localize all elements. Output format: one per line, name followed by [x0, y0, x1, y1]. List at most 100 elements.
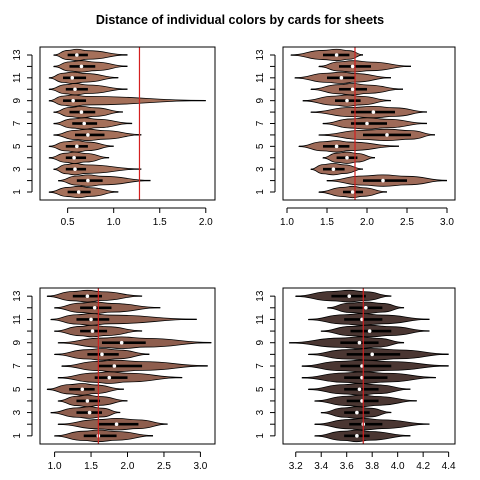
x-tick-label: 4.0	[391, 461, 405, 472]
violin-9	[48, 94, 206, 107]
x-tick-label: 3.0	[193, 461, 207, 472]
x-tick-label: 4.4	[442, 461, 456, 472]
y-tick-label: 3	[12, 409, 23, 415]
y-tick-label: 9	[255, 339, 266, 345]
violin-median-point	[350, 87, 355, 92]
x-tick-label: 1.5	[84, 461, 98, 472]
violin-median-point	[86, 133, 90, 137]
violin-median-point	[357, 340, 362, 345]
violin-8	[310, 105, 428, 119]
violin-9	[288, 336, 405, 349]
violin-8	[54, 348, 150, 361]
plot-frame	[39, 46, 216, 201]
violin-3	[50, 406, 121, 419]
violin-1	[314, 429, 411, 443]
violin-iqr-bar	[101, 341, 146, 345]
violin-7	[61, 359, 208, 373]
y-tick-label: 7	[255, 363, 266, 369]
y-tick-label: 5	[255, 386, 266, 392]
violin-median-point	[89, 317, 93, 322]
violin-median-point	[107, 375, 112, 380]
violin-13	[53, 48, 128, 62]
violin-body	[53, 48, 128, 62]
y-tick-label: 1	[255, 433, 266, 439]
violin-iqr-bar	[75, 133, 105, 137]
violin-median-point	[334, 144, 339, 149]
x-tick-label: 3.0	[440, 217, 454, 228]
y-tick-label: 1	[255, 189, 266, 195]
y-tick-label: 3	[255, 166, 266, 172]
y-tick-label: 1	[12, 433, 23, 439]
violin-body	[48, 94, 206, 107]
violin-median-point	[371, 110, 376, 114]
violin-median-point	[71, 98, 75, 103]
violin-median-point	[100, 352, 104, 357]
plot-frame	[282, 46, 456, 201]
violin-median-point	[350, 64, 355, 69]
violin-median-point	[385, 133, 389, 137]
violin-13	[295, 289, 392, 303]
violin-4	[314, 394, 417, 408]
violin-median-point	[112, 364, 117, 368]
violin-5	[308, 383, 411, 396]
violin-body	[48, 83, 128, 96]
violin-2	[58, 174, 151, 187]
y-tick-label: 3	[255, 409, 266, 415]
violin-12	[54, 301, 161, 315]
y-tick-label: 1	[12, 189, 23, 195]
violin-5	[48, 140, 114, 153]
violin-iqr-bar	[76, 318, 110, 321]
violin-1	[318, 185, 388, 199]
violin-4	[57, 394, 128, 408]
violin-10	[48, 83, 128, 96]
violin-median-point	[381, 178, 385, 183]
violin-iqr-bar	[76, 179, 103, 182]
violin-iqr-bar	[344, 376, 388, 379]
violin-median-point	[331, 167, 336, 171]
y-tick-label: 13	[12, 49, 23, 61]
violin-body	[58, 174, 151, 187]
plot-frame	[39, 287, 216, 445]
violin-iqr-bar	[363, 179, 407, 182]
violin-2	[57, 417, 168, 431]
violin-median-point	[350, 190, 355, 194]
y-tick-label: 7	[12, 363, 23, 369]
y-tick-label: 11	[255, 72, 266, 83]
violin-median-point	[345, 155, 349, 160]
violin-13	[46, 289, 143, 303]
violin-median-point	[70, 76, 75, 80]
violin-median-point	[339, 76, 344, 80]
x-tick-label: 0.5	[61, 217, 75, 228]
violin-median-point	[364, 305, 368, 310]
y-tick-label: 13	[12, 290, 23, 302]
violin-6	[318, 128, 436, 142]
violin-9	[57, 336, 212, 349]
x-tick-label: 1.0	[48, 461, 62, 472]
x-tick-label: 3.2	[289, 461, 303, 472]
violin-12	[327, 301, 405, 315]
violin-12	[53, 60, 128, 73]
violin-8	[53, 105, 123, 119]
violin-7	[301, 359, 449, 373]
y-tick-label: 13	[255, 49, 266, 61]
violin-median-point	[87, 410, 92, 415]
violin-10	[310, 83, 404, 96]
violin-iqr-bar	[349, 422, 383, 426]
x-tick-label: 1.5	[320, 217, 334, 228]
y-tick-label: 9	[255, 97, 266, 103]
violin-median-point	[347, 294, 352, 298]
violin-median-point	[75, 53, 79, 57]
violin-median-point	[85, 294, 90, 298]
plot-frame	[282, 287, 456, 445]
y-tick-label: 3	[12, 166, 23, 172]
y-tick-label: 7	[255, 120, 266, 126]
violin-4	[322, 151, 376, 164]
violin-body	[53, 163, 142, 176]
violin-median-point	[119, 340, 124, 345]
y-tick-label: 11	[12, 314, 23, 325]
violin-median-point	[92, 305, 97, 310]
